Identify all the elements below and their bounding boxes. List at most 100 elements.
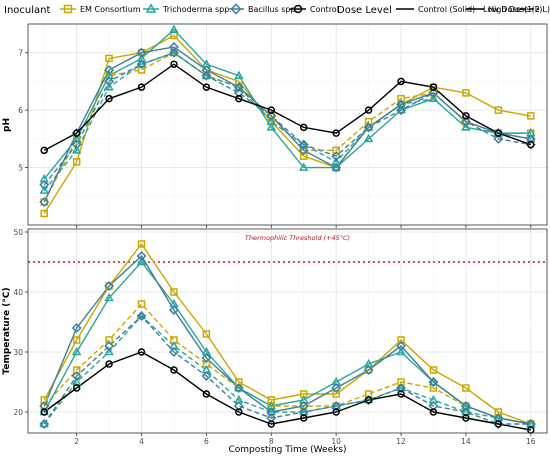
data-point xyxy=(104,281,115,291)
series-points-bacillus-spp-low-dose-1-l xyxy=(39,47,536,190)
y-axis-label: pH xyxy=(2,118,12,132)
data-point xyxy=(201,64,212,75)
data-point xyxy=(396,341,406,351)
data-point xyxy=(105,54,113,63)
data-point xyxy=(331,162,341,171)
data-point xyxy=(267,420,276,428)
legend-marker-control xyxy=(293,4,303,14)
data-point xyxy=(40,146,48,155)
data-point xyxy=(331,151,342,162)
data-point xyxy=(428,87,439,98)
data-point xyxy=(460,116,471,127)
data-point xyxy=(525,133,536,144)
data-point xyxy=(169,24,179,34)
data-point xyxy=(527,112,535,120)
data-point xyxy=(169,47,179,57)
data-point xyxy=(169,42,179,52)
data-point xyxy=(460,407,471,417)
series-line-em-consortium-low-dose-1-l xyxy=(43,302,531,425)
data-point xyxy=(104,64,115,75)
data-point xyxy=(299,414,308,422)
data-point xyxy=(39,197,50,207)
x-tick-label: 8 xyxy=(269,437,274,446)
data-point xyxy=(71,371,82,381)
data-point xyxy=(169,47,179,58)
data-point xyxy=(104,82,114,91)
data-point xyxy=(429,366,438,374)
data-point xyxy=(72,336,81,344)
data-point xyxy=(428,377,439,387)
data-point xyxy=(39,185,49,194)
series-line-control-control-solid xyxy=(43,63,532,151)
data-point xyxy=(235,408,243,416)
series-line-bacillus-spp-high-dose-2-l xyxy=(43,46,531,203)
data-point xyxy=(428,401,439,411)
x-tick-label: 10 xyxy=(331,437,341,446)
data-point xyxy=(363,133,374,143)
data-point xyxy=(201,70,212,81)
series-group xyxy=(39,24,536,218)
series-line-bacillus-spp-low-dose-1-l xyxy=(43,315,531,425)
data-point xyxy=(332,408,340,416)
data-point xyxy=(137,300,146,308)
data-point xyxy=(461,122,471,131)
y-tick-label: 6 xyxy=(18,106,23,115)
data-point xyxy=(201,70,212,79)
data-point xyxy=(266,407,277,417)
data-point xyxy=(233,87,244,98)
x-tick-label: 12 xyxy=(396,437,406,446)
data-point xyxy=(462,112,470,120)
data-point xyxy=(462,89,470,97)
data-point xyxy=(460,401,471,411)
data-point xyxy=(396,105,406,114)
data-point xyxy=(266,413,277,423)
data-point xyxy=(397,77,405,86)
data-point xyxy=(331,383,342,393)
legend-inoculant-entries: EM Consortium Trichoderma spp. Bacillus sp… xyxy=(60,3,339,15)
data-point xyxy=(136,59,147,68)
x-axis-label: Composting Time (Weeks) xyxy=(228,445,346,455)
data-point xyxy=(527,140,535,149)
x-tick-label: 6 xyxy=(204,437,209,446)
data-point xyxy=(493,133,504,144)
data-point xyxy=(39,418,49,428)
data-point xyxy=(170,60,178,68)
data-point xyxy=(71,346,82,356)
legend-dose-title: Dose Level xyxy=(337,5,392,16)
x-tick-label: 2 xyxy=(74,437,79,446)
data-point xyxy=(234,70,244,79)
legend-label-bacillus-spp: Bacillus spp. xyxy=(248,5,298,14)
data-point xyxy=(104,76,115,87)
data-point xyxy=(363,122,374,131)
legend-marker-trichoderma-spp xyxy=(145,3,157,13)
series-points-control-control-solid xyxy=(40,60,535,155)
data-point xyxy=(233,401,244,411)
data-point xyxy=(331,162,342,173)
data-point xyxy=(201,353,212,363)
panel-border xyxy=(27,23,548,226)
legend-item-em-consortium: EM Consortium xyxy=(60,4,141,14)
data-point xyxy=(170,366,178,374)
data-point xyxy=(233,383,244,393)
data-point xyxy=(525,419,536,429)
data-point xyxy=(396,346,406,356)
ph-panel: 5 6 7 pH xyxy=(2,23,548,228)
y-tick-label: 40 xyxy=(13,288,23,297)
series-line-bacillus-spp-low-dose-1-l xyxy=(43,51,531,186)
data-point xyxy=(201,371,212,381)
data-point xyxy=(428,93,439,102)
data-point xyxy=(136,59,147,70)
data-point xyxy=(169,305,179,315)
data-point xyxy=(396,383,406,393)
data-point xyxy=(71,139,82,150)
data-point xyxy=(299,123,308,132)
legend-item-trichoderma-spp: Trichoderma spp. xyxy=(143,3,232,14)
legend-inoculant-title: Inoculant xyxy=(4,5,50,16)
data-point xyxy=(233,82,244,93)
legend-marker-bacillus-spp xyxy=(230,3,242,15)
data-point xyxy=(331,401,342,411)
data-point xyxy=(136,311,147,321)
data-point xyxy=(136,256,147,266)
x-tick-label: 16 xyxy=(526,437,536,446)
